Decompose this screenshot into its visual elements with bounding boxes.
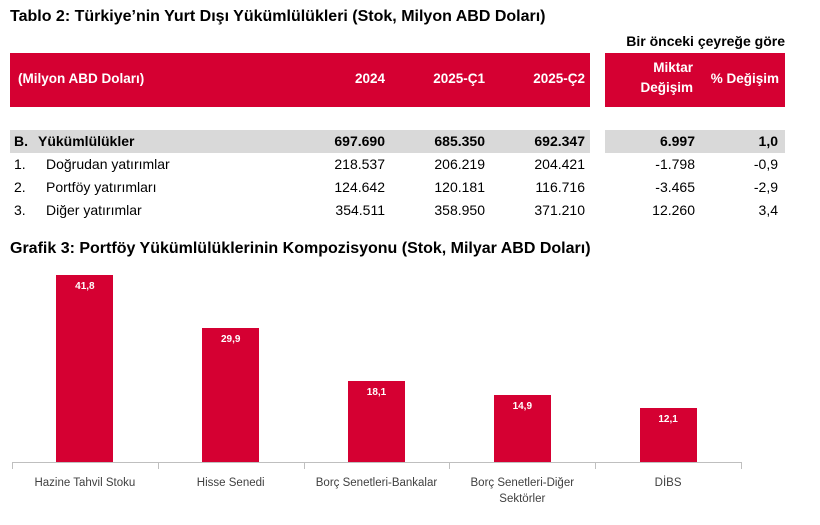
row-value: 6.997 [659,133,695,149]
row-value: 354.511 [335,202,385,218]
row-value: 358.950 [434,202,485,218]
header-unit: (Milyon ABD Doları) [18,71,145,86]
table-row: B. Yükümlülükler 697.690 685.350 692.347 6.99… [10,130,790,152]
bar-label: 12,1 [658,413,678,425]
row-value: -2,9 [753,179,778,195]
bar-label: 14,9 [512,401,533,413]
table-header-change: Miktar Değişim % Değişim [605,53,785,107]
bar-label: 29,9 [220,334,241,346]
header-2025q2: 2025-Ç2 [533,71,585,86]
bar [493,395,551,462]
x-tick-label: Borç Senetleri-Diğer Sektörler [470,477,575,505]
group-header: Bir önceki çeyreğe göre [626,33,785,49]
row-number: 1. [14,156,26,172]
x-tick-label: Hazine Tahvil Stoku [34,477,136,489]
row-value: 204.421 [534,156,585,172]
row-value: 116.716 [535,179,585,195]
row-value: 124.642 [334,179,385,195]
table-row: 1. Doğrudan yatırımlar 218.537 206.219 204.4… [10,153,790,175]
row-label: Yükümlülükler [38,133,135,149]
row-value: 3,4 [758,202,778,218]
header-amount-change: Miktar Değişim [640,60,693,95]
x-tick-label: Borç Senetleri-Bankalar [315,477,438,489]
row-number: 2. [14,179,26,195]
row-highlight [10,130,590,153]
row-value: 685.350 [434,133,485,149]
table-title: Tablo 2: Türkiye’nin Yurt Dışı Yükümlülü… [10,8,546,25]
row-value: -0,9 [753,156,778,172]
chart-title: Grafik 3: Portföy Yükümlülüklerinin Komp… [10,240,591,257]
x-tick [303,462,305,469]
row-value: 120.181 [434,179,485,195]
x-tick [157,462,159,469]
header-2025q1: 2025-Ç1 [433,71,485,86]
row-label: Doğrudan yatırımlar [46,156,170,172]
bar-label: 41,8 [75,281,95,293]
row-number: 3. [14,202,26,218]
row-number: B. [14,133,28,149]
row-value: 371.210 [534,202,585,218]
x-tick [449,462,451,469]
header-pct-change: % Değişim [710,71,779,86]
row-value: 697.690 [334,133,385,149]
table-row: 2. Portföy yatırımları 124.642 120.181 116.7… [10,176,790,198]
row-value: 218.537 [334,156,385,172]
row-value: 206.219 [434,156,485,172]
row-value: -3.465 [655,179,695,195]
bar [348,381,405,462]
x-tick-label: DİBS [654,477,682,489]
row-value: 692.347 [534,133,585,149]
bar [56,275,114,462]
x-tick [741,462,742,469]
x-tick [12,462,13,469]
row-value: 1,0 [758,133,778,149]
x-tick [595,462,597,469]
row-value: 12.260 [652,202,695,218]
table-header-main: (Milyon ABD Doları) 2024 2025-Ç1 2025-Ç2 [10,53,590,107]
header-2024: 2024 [354,71,385,86]
row-highlight-change [605,130,785,153]
bar-label: 18,1 [366,387,387,399]
table-row: 3. Diğer yatırımlar 354.511 358.950 371.210 1… [10,199,790,221]
row-value: -1.798 [655,156,695,172]
bar [202,328,260,462]
row-label: Portföy yatırımları [46,179,157,195]
row-label: Diğer yatırımlar [46,202,142,218]
x-axis [12,462,741,463]
bar [639,407,697,462]
x-tick-label: Hisse Senedi [196,477,265,489]
